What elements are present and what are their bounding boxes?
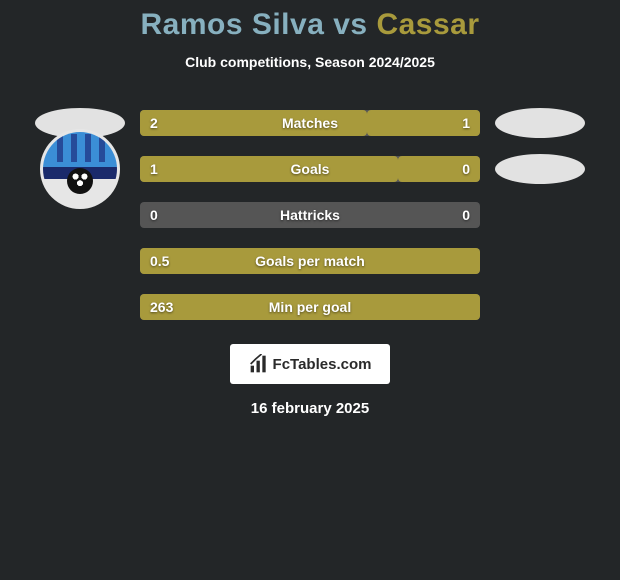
player2-placeholder-icon — [495, 154, 585, 184]
bar-chart-icon — [249, 354, 269, 374]
subtitle: Club competitions, Season 2024/2025 — [0, 54, 620, 70]
stat-right-value: 1 — [462, 110, 470, 136]
stat-row: 0.5 Goals per match — [0, 238, 620, 284]
comparison-infographic: Ramos Silva vs Cassar Club competitions,… — [0, 0, 620, 580]
title: Ramos Silva vs Cassar — [0, 0, 620, 42]
stat-label: Matches — [140, 110, 480, 136]
title-player1: Ramos Silva — [140, 8, 324, 41]
player2-placeholder-icon — [495, 108, 585, 138]
stat-row: 1 Goals 0 — [0, 146, 620, 192]
title-player2: Cassar — [376, 8, 479, 41]
stat-right-value: 0 — [462, 202, 470, 228]
player2-club-badge-slot — [490, 154, 590, 184]
stat-bar: 0 Hattricks 0 — [140, 202, 480, 228]
stat-label: Goals — [140, 156, 480, 182]
player2-badge-slot — [490, 108, 590, 138]
brand-text: FcTables.com — [273, 356, 372, 373]
stat-bar: 0.5 Goals per match — [140, 248, 480, 274]
title-vs: vs — [333, 8, 367, 41]
stat-bar: 2 Matches 1 — [140, 110, 480, 136]
stat-label: Hattricks — [140, 202, 480, 228]
footer-date: 16 february 2025 — [0, 400, 620, 417]
player1-club-badge — [30, 129, 130, 209]
stat-bar: 263 Min per goal — [140, 294, 480, 320]
stat-label: Goals per match — [140, 248, 480, 274]
stat-label: Min per goal — [140, 294, 480, 320]
brand-logo: FcTables.com — [230, 344, 390, 384]
stat-rows: 2 Matches 1 — [0, 100, 620, 330]
stat-bar: 1 Goals 0 — [140, 156, 480, 182]
stat-right-value: 0 — [462, 156, 470, 182]
stat-row: 263 Min per goal — [0, 284, 620, 330]
club-crest-icon — [40, 129, 120, 209]
